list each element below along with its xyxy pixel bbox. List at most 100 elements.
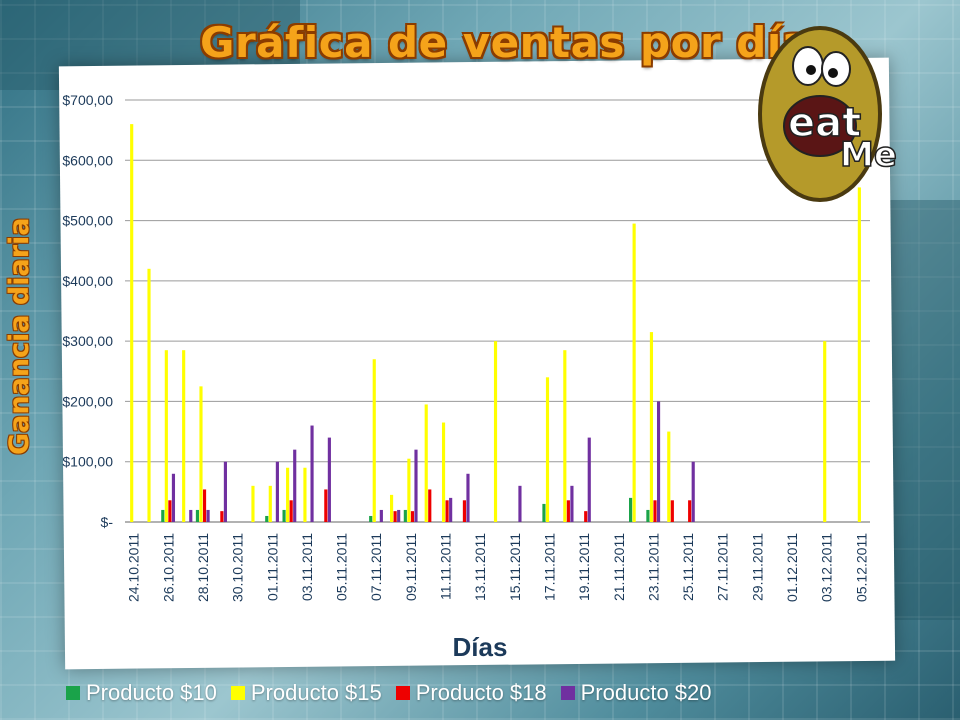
bar (220, 511, 224, 522)
bar (403, 509, 407, 522)
x-tick-label: 01.12.2011 (784, 533, 800, 602)
legend-item: Producto $15 (230, 680, 382, 706)
y-tick-label: $700,00 (62, 92, 113, 108)
y-tick-label: $100,00 (62, 454, 113, 470)
x-tick-label: 30.10.2011 (230, 533, 246, 602)
x-tick-label: 21.11.2011 (611, 533, 627, 601)
bar (449, 497, 453, 522)
legend-item: Producto $18 (395, 680, 547, 706)
bar (202, 489, 207, 522)
x-tick-label: 17.11.2011 (541, 533, 557, 601)
bar (646, 509, 650, 522)
bar (289, 500, 293, 522)
bar (393, 511, 397, 522)
x-tick-label: 26.10.2011 (160, 533, 176, 602)
bar (587, 437, 591, 522)
x-tick-label: 09.11.2011 (403, 533, 419, 601)
legend-swatch (560, 686, 575, 700)
bar (629, 497, 633, 522)
bar (275, 461, 279, 522)
bar (223, 461, 227, 522)
x-tick-label: 23.11.2011 (645, 533, 661, 601)
bar (407, 458, 411, 522)
bar (303, 467, 307, 522)
bar (566, 500, 570, 522)
x-tick-label: 15.11.2011 (507, 533, 523, 601)
bar (168, 500, 172, 522)
logo-text-bottom: Me (840, 135, 897, 175)
bar (584, 511, 588, 522)
bar (493, 341, 498, 522)
y-tick-label: $300,00 (62, 333, 113, 349)
legend: Producto $10 Producto $15 Producto $18 P… (66, 678, 712, 708)
bar (545, 377, 550, 522)
bar (164, 350, 168, 522)
bar (265, 515, 269, 522)
bar (199, 386, 203, 522)
y-axis-title: Ganancia diaria (4, 217, 35, 455)
x-tick-label: 03.11.2011 (299, 533, 315, 601)
bar (656, 401, 661, 522)
bar (466, 473, 470, 522)
bar (397, 509, 401, 522)
x-tick-label: 24.10.2011 (126, 533, 142, 602)
bar (691, 461, 695, 522)
y-tick-label: $400,00 (62, 273, 113, 289)
bar (282, 509, 286, 522)
x-tick-label: 19.11.2011 (576, 533, 592, 601)
x-tick-label: 13.11.2011 (472, 533, 488, 601)
legend-swatch (395, 686, 410, 700)
x-tick-label: 07.11.2011 (368, 533, 384, 601)
legend-label: Producto $18 (415, 680, 547, 705)
bar (428, 489, 432, 522)
y-tick-label: $200,00 (62, 393, 113, 409)
y-tick-label: $500,00 (62, 213, 113, 229)
x-tick-label: 01.11.2011 (264, 533, 280, 601)
pupil-left (806, 65, 816, 75)
legend-label: Producto $20 (580, 680, 712, 705)
legend-label: Producto $10 (86, 680, 217, 705)
bar (171, 473, 176, 522)
x-tick-label: 28.10.2011 (195, 533, 211, 602)
bar (389, 494, 394, 522)
pupil-right (828, 68, 838, 78)
bar (251, 485, 255, 522)
bar (189, 509, 193, 522)
bar (324, 489, 328, 522)
bar (372, 359, 376, 522)
bar (649, 332, 654, 522)
bar (462, 500, 467, 522)
legend-item: Producto $10 (66, 680, 217, 706)
mouth (783, 95, 857, 157)
legend-swatch (66, 686, 80, 700)
bar (130, 124, 134, 522)
x-tick-label: 05.11.2011 (334, 533, 350, 601)
bar (161, 509, 165, 522)
legend-item: Producto $20 (560, 680, 712, 706)
bar (653, 500, 657, 522)
legend-swatch (230, 686, 245, 700)
logo-text-top: eat (788, 100, 861, 146)
bar (379, 509, 383, 522)
bar (424, 404, 428, 522)
bar (670, 500, 674, 522)
bar (563, 350, 567, 522)
legend-label: Producto $15 (250, 680, 382, 705)
bar (410, 511, 415, 522)
x-axis-title: Días (452, 632, 508, 662)
bar (414, 449, 418, 522)
bar (327, 437, 331, 522)
bar (542, 503, 546, 522)
bar (147, 268, 151, 522)
bar (667, 431, 671, 522)
x-tick-label: 29.11.2011 (749, 533, 765, 601)
x-tick-label: 27.11.2011 (715, 533, 731, 601)
x-tick-label: 03.12.2011 (819, 533, 835, 602)
x-tick-label: 05.12.2011 (853, 533, 869, 602)
y-tick-label: $- (101, 514, 114, 530)
bar (310, 425, 314, 522)
bar (206, 509, 210, 522)
y-tick-label: $600,00 (62, 152, 113, 168)
bar (445, 500, 449, 522)
